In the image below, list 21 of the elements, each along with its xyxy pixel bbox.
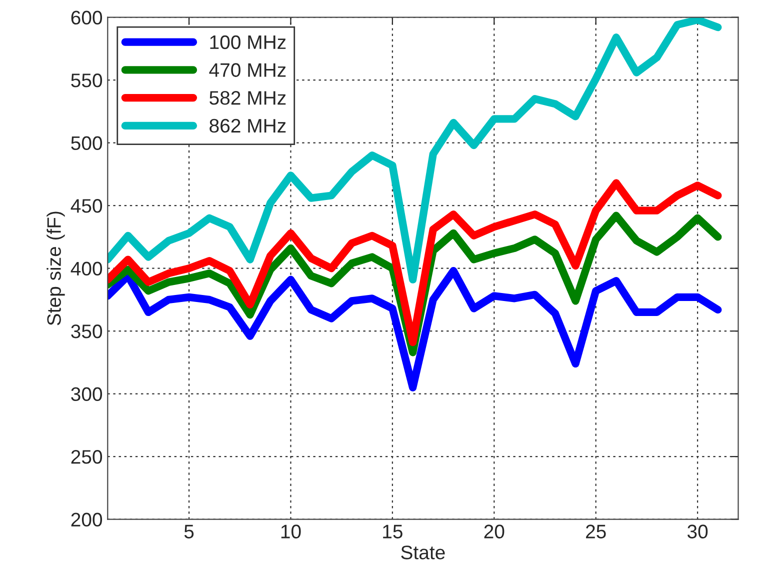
y-tick-label: 600 bbox=[71, 10, 102, 25]
y-tick-label: 550 bbox=[71, 74, 102, 88]
legend-label: 100 MHz bbox=[210, 35, 286, 50]
y-tick-label: 250 bbox=[71, 450, 102, 464]
y-tick-label: 500 bbox=[71, 136, 102, 150]
x-tick-label: 20 bbox=[484, 524, 504, 538]
y-tick-label: 450 bbox=[70, 199, 102, 213]
x-tick-label: 30 bbox=[687, 524, 708, 538]
y-tick-label: 350 bbox=[71, 324, 102, 338]
legend-label: 582 MHz bbox=[210, 91, 286, 105]
x-axis-title: State bbox=[401, 546, 445, 560]
legend-label: 862 MHz bbox=[210, 118, 286, 133]
x-tick-label: 5 bbox=[184, 524, 194, 538]
y-axis-title: Step size (fF) bbox=[46, 212, 65, 326]
y-tick-label: 200 bbox=[71, 512, 102, 527]
x-tick-label: 25 bbox=[586, 524, 606, 538]
x-tick-label: 10 bbox=[281, 524, 301, 538]
y-tick-label: 400 bbox=[70, 262, 102, 276]
x-tick-label: 15 bbox=[383, 524, 402, 538]
y-tick-label: 300 bbox=[71, 387, 102, 402]
legend-label: 470 MHz bbox=[209, 63, 286, 77]
